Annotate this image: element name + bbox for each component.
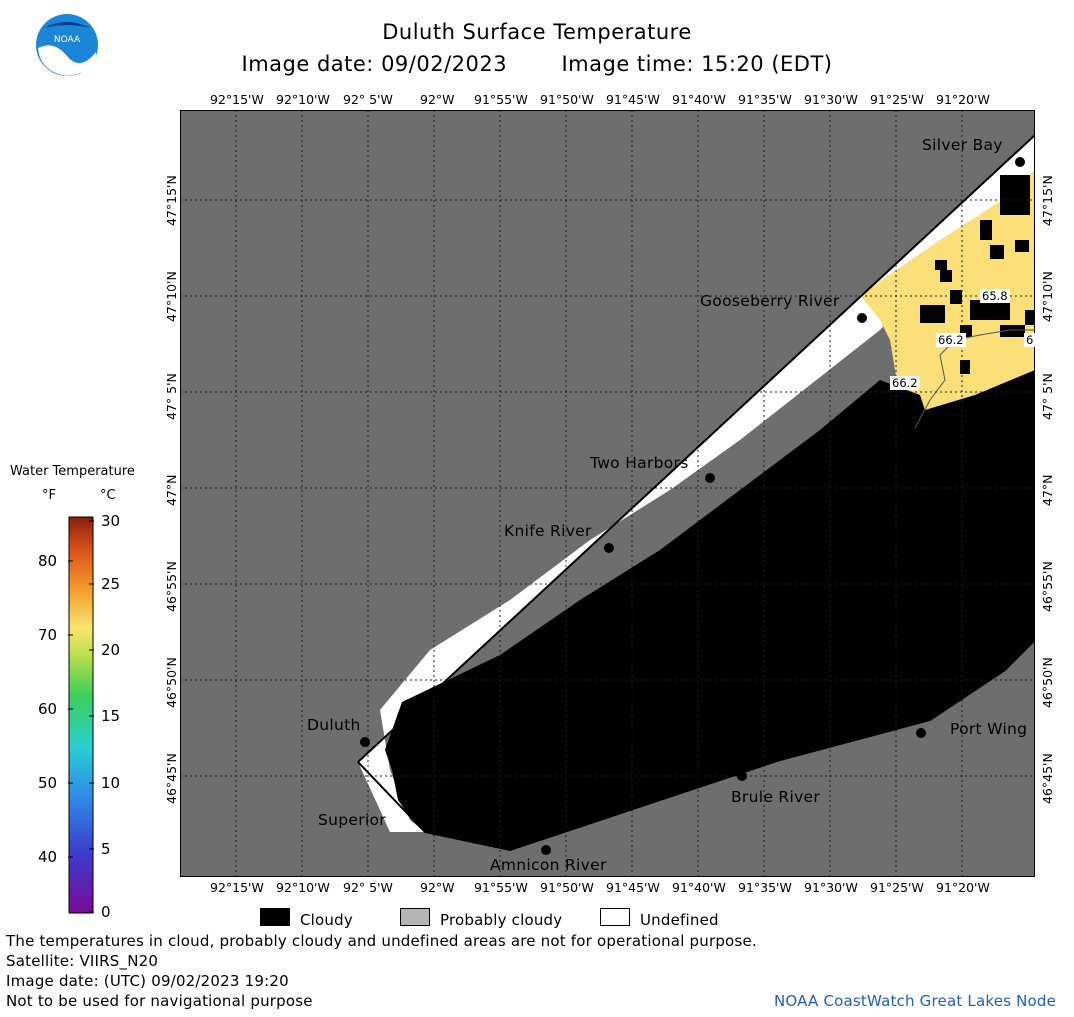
legend-c-tick: 25 [101,575,121,593]
place-amnicon-river: Amnicon River [490,856,607,874]
lon-label: 91°35'W [738,92,792,107]
lat-label: 47°10'N [164,271,179,322]
map-canvas [180,110,1035,877]
legend-f-tick: 70 [38,626,58,644]
lon-label: 92°W [420,880,455,895]
legend-unit-f: °F [42,488,56,503]
place-dots [360,157,1025,855]
lon-label: 91°55'W [474,92,528,107]
page-title: Duluth Surface Temperature [382,20,692,44]
image-time-label: Image time: 15:20 (EDT) [561,52,833,76]
legend-title: Water Temperature [10,464,135,479]
lon-label: 91°30'W [804,880,858,895]
place-duluth: Duluth [307,716,361,734]
isotherm-label: 66.2 [890,376,920,390]
lon-label: 91°25'W [870,880,924,895]
lat-label: 47°10'N [1040,271,1055,322]
lon-label: 92°10'W [276,880,330,895]
isotherm-label: 66.2 [936,333,966,347]
lon-label: 92°10'W [276,92,330,107]
lat-label: 47°15'N [1040,175,1055,226]
legend-unit-c: °C [100,488,116,503]
place-gooseberry-river: Gooseberry River [700,292,840,310]
lat-label: 46°45'N [1040,753,1055,804]
key-undefined-swatch [600,908,630,926]
lon-label: 91°55'W [474,880,528,895]
key-probably-cloudy-label: Probably cloudy [440,911,563,929]
place-superior: Superior [318,811,386,829]
svg-text:NOAA: NOAA [54,35,81,45]
legend-f-tick: 60 [38,700,58,718]
place-knife-river: Knife River [504,522,592,540]
footer-image-date-utc: Image date: (UTC) 09/02/2023 19:20 [6,972,289,990]
legend-f-tick: 50 [38,774,58,792]
lat-label: 47° 5'N [1040,373,1055,420]
legend-c-tick: 5 [101,840,111,858]
place-silver-bay: Silver Bay [922,136,1003,154]
lat-label: 47°15'N [164,175,179,226]
key-probably-cloudy-swatch [400,908,430,926]
lon-label: 91°40'W [672,92,726,107]
lon-label: 92°15'W [210,92,264,107]
lon-label: 91°50'W [540,880,594,895]
legend-f-tick: 40 [38,848,58,866]
image-date-label: Image date: 09/02/2023 [241,52,508,76]
lon-label: 92° 5'W [343,92,393,107]
legend-f-tick: 80 [38,552,58,570]
lon-label: 91°45'W [606,880,660,895]
isotherm-label: 65.8 [980,289,1010,303]
key-cloudy-swatch [260,908,290,926]
lat-label: 47°N [164,474,179,506]
key-cloudy-label: Cloudy [300,911,353,929]
legend-c-tick: 15 [101,707,121,725]
lat-label: 46°50'N [1040,657,1055,708]
lon-label: 91°20'W [936,92,990,107]
lon-label: 91°40'W [672,880,726,895]
place-port-wing: Port Wing [950,720,1028,738]
cloud-pixels [920,175,1035,374]
lon-label: 91°35'W [738,880,792,895]
legend-c-tick: 10 [101,774,121,792]
cloud-area [385,370,1035,850]
color-bar [68,516,94,914]
lon-label: 92°W [420,92,455,107]
lat-label: 46°55'N [1040,561,1055,612]
lon-label: 91°45'W [606,92,660,107]
footer-nav-warning: Not to be used for navigational purpose [6,992,313,1010]
legend-c-tick: 30 [101,512,121,530]
lat-label: 46°45'N [164,753,179,804]
undefined-area [358,135,1035,832]
lon-label: 92° 5'W [343,880,393,895]
lon-label: 91°25'W [870,92,924,107]
place-two-harbors: Two Harbors [590,454,689,472]
footer-satellite: Satellite: VIIRS_N20 [6,952,159,970]
legend-c-tick: 0 [101,903,111,921]
lon-label: 91°30'W [804,92,858,107]
lat-label: 46°50'N [164,657,179,708]
place-brule-river: Brule River [731,788,821,806]
legend-c-tick: 20 [101,641,121,659]
lon-label: 92°15'W [210,880,264,895]
lon-label: 91°50'W [540,92,594,107]
lat-label: 47°N [1040,474,1055,506]
footer-disclaimer: The temperatures in cloud, probably clou… [6,932,757,950]
footer-credit: NOAA CoastWatch Great Lakes Node [774,992,1057,1010]
lat-label: 47° 5'N [164,373,179,420]
lon-label: 91°20'W [936,880,990,895]
isotherm-label: 6 [1024,333,1036,347]
key-undefined-label: Undefined [640,911,719,929]
noaa-logo: NOAA [36,14,98,76]
lat-label: 46°55'N [164,561,179,612]
